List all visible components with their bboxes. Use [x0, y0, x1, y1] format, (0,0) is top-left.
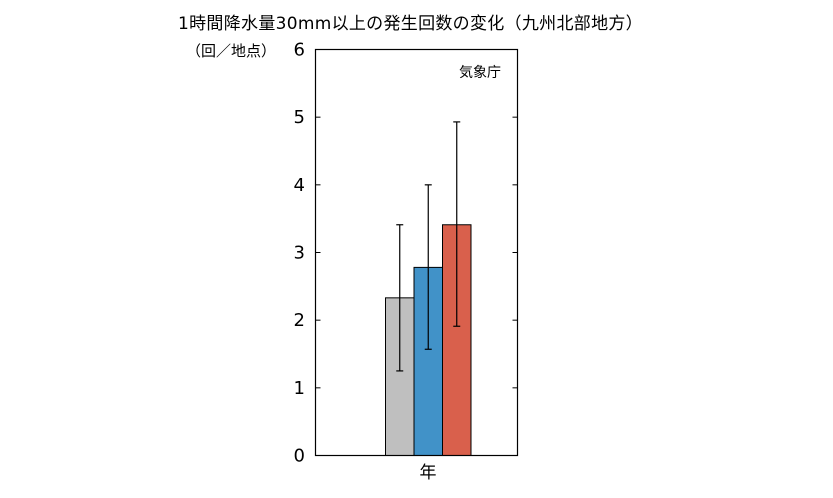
y-tick-label-3: 3 [294, 243, 305, 264]
y-ticks-group [315, 49, 518, 456]
y-tick-label-0: 0 [294, 446, 305, 467]
y-axis-unit-label: （回／地点） [186, 42, 277, 60]
source-label: 気象庁 [459, 65, 501, 81]
chart-title: 1時間降水量30mm以上の発生回数の変化（九州北部地方） [178, 14, 643, 34]
error-bars-group [396, 121, 461, 372]
y-tick-label-4: 4 [294, 175, 305, 196]
y-tick-label-5: 5 [294, 107, 305, 128]
x-category-label: 年 [420, 463, 437, 483]
y-tick-label-6: 6 [294, 40, 305, 61]
y-tick-label-1: 1 [294, 378, 305, 399]
y-tick-label-2: 2 [294, 310, 305, 331]
y-tick-labels-group: 0 1 2 3 4 5 6 [294, 40, 305, 467]
